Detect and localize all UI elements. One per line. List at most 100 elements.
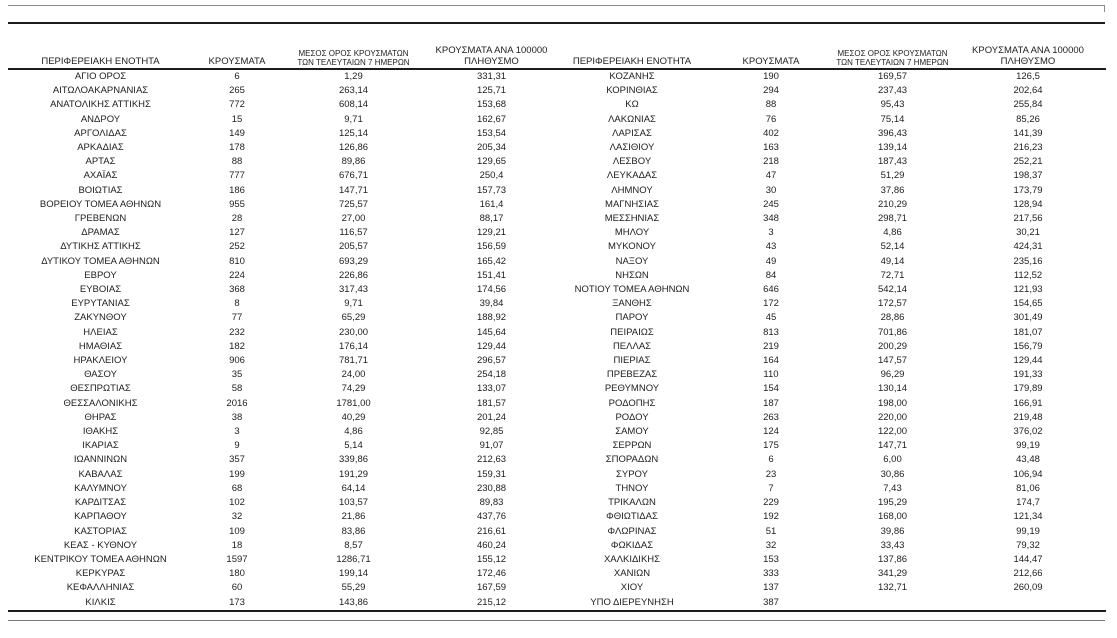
per100k-cell: 121,34 xyxy=(1013,511,1043,523)
table-row: ΡΟΔΟΠΗΣ 187 198,00 166,91 xyxy=(557,397,1106,411)
cases-cell: 173 xyxy=(229,596,245,608)
per100k-cell: 156,59 xyxy=(476,241,507,253)
table-row: ΦΩΚΙΔΑΣ 32 33,43 79,32 xyxy=(557,539,1106,553)
region-cell: ΒΟΡΕΙΟΥ ΤΟΜΕΑ ΑΘΗΝΩΝ xyxy=(39,198,162,210)
cases-cell: 30 xyxy=(765,184,777,196)
left-table-header: ΠΕΡΙΦΕΡΕΙΑΚΗ ΕΝΟΤΗΤΑ ΚΡΟΥΣΜΑΤΑ ΜΕΣΟΣ ΟΡΟ… xyxy=(8,24,557,70)
per100k-cell: 202,64 xyxy=(1013,85,1043,97)
cases-cell: 224 xyxy=(229,269,245,281)
region-cell: ΠΙΕΡΙΑΣ xyxy=(613,355,651,367)
region-cell: ΚΕΡΚΥΡΑΣ xyxy=(75,568,126,580)
table-row: ΑΝΔΡΟΥ 15 9,71 162,67 xyxy=(8,113,557,127)
per100k-cell: 133,07 xyxy=(476,383,507,395)
avg7-cell: 21,86 xyxy=(341,511,366,523)
table-row: ΗΛΕΙΑΣ 232 230,00 145,64 xyxy=(8,326,557,340)
table-row: ΠΑΡΟΥ 45 28,86 301,49 xyxy=(557,311,1106,325)
per100k-cell: 81,06 xyxy=(1016,482,1040,494)
region-cell: ΑΡΚΑΔΙΑΣ xyxy=(77,142,124,154)
avg7-cell: 132,71 xyxy=(877,582,908,594)
avg7-cell: 725,57 xyxy=(338,198,369,210)
avg7-cell: 75,14 xyxy=(880,113,905,125)
cases-cell: 333 xyxy=(763,568,779,580)
region-cell: ΚΟΡΙΝΘΙΑΣ xyxy=(606,85,658,97)
cases-cell: 192 xyxy=(763,511,779,523)
table-row: ΛΑΡΙΣΑΣ 402 396,43 141,39 xyxy=(557,127,1106,141)
table-row: ΑΡΚΑΔΙΑΣ 178 126,86 205,34 xyxy=(8,141,557,155)
region-cell: ΦΩΚΙΔΑΣ xyxy=(610,539,654,551)
region-cell: ΛΑΡΙΣΑΣ xyxy=(612,127,652,139)
cases-cell: 6 xyxy=(234,71,240,82)
region-cell: ΠΡΕΒΕΖΑΣ xyxy=(606,369,658,381)
avg7-cell: 96,29 xyxy=(880,369,905,381)
table-row: ΣΠΟΡΑΔΩΝ 6 6,00 43,48 xyxy=(557,453,1106,467)
cases-cell: 218 xyxy=(763,156,779,168)
header-cases-label: ΚΡΟΥΣΜΑΤΑ xyxy=(742,56,800,67)
per100k-cell: 129,65 xyxy=(476,156,507,168)
cases-cell: 154 xyxy=(763,383,779,395)
region-cell: ΚΙΛΚΙΣ xyxy=(85,596,116,608)
cases-cell: 777 xyxy=(229,170,245,182)
region-cell: ΧΑΝΙΩΝ xyxy=(613,568,651,580)
per100k-cell: 141,39 xyxy=(1013,127,1043,139)
avg7-cell: 122,00 xyxy=(877,426,908,438)
table-row: ΤΡΙΚΑΛΩΝ 229 195,29 174,7 xyxy=(557,496,1106,510)
avg7-cell: 49,14 xyxy=(880,255,905,267)
region-cell: ΚΑΛΥΜΝΟΥ xyxy=(74,482,127,494)
region-cell: ΓΡΕΒΕΝΩΝ xyxy=(74,213,127,225)
right-table-header: ΠΕΡΙΦΕΡΕΙΑΚΗ ΕΝΟΤΗΤΑ ΚΡΟΥΣΜΑΤΑ ΜΕΣΟΣ ΟΡΟ… xyxy=(557,24,1106,70)
per100k-cell: 79,32 xyxy=(1016,539,1040,551)
avg7-cell xyxy=(835,596,950,611)
cases-cell: 163 xyxy=(763,142,779,154)
cases-cell: 402 xyxy=(763,127,779,139)
header-avg7-line2: ΤΩΝ ΤΕΛΕΥΤΑΙΩΝ 7 ΗΜΕΡΩΝ xyxy=(297,58,410,67)
region-cell: ΑΡΤΑΣ xyxy=(85,156,116,168)
table-row: ΕΥΒΟΙΑΣ 368 317,43 174,56 xyxy=(8,283,557,297)
header-region: ΠΕΡΙΦΕΡΕΙΑΚΗ ΕΝΟΤΗΤΑ xyxy=(557,24,707,70)
avg7-cell: 30,86 xyxy=(880,468,905,480)
per100k-cell: 128,94 xyxy=(1013,198,1043,210)
per100k-cell: 161,4 xyxy=(479,198,504,210)
region-cell: ΑΝΔΡΟΥ xyxy=(80,113,121,125)
cases-cell: 187 xyxy=(763,397,779,409)
table-row: ΘΕΣΣΑΛΟΝΙΚΗΣ 2016 1781,00 181,57 xyxy=(8,397,557,411)
table-row: ΑΓΙΟ ΟΡΟΣ 6 1,29 331,31 xyxy=(8,69,557,84)
cases-cell: 387 xyxy=(763,596,779,608)
per100k-cell: 181,57 xyxy=(476,397,507,409)
per100k-cell: 153,54 xyxy=(476,127,507,139)
header-per100k: ΚΡΟΥΣΜΑΤΑ ΑΝΑ 100000 ΠΛΗΘΥΣΜΟ xyxy=(950,24,1106,70)
region-cell: ΠΕΛΛΑΣ xyxy=(612,340,652,352)
avg7-cell: 4,86 xyxy=(344,426,363,438)
region-cell: ΘΑΣΟΥ xyxy=(84,369,117,381)
region-cell: ΝΟΤΙΟΥ ΤΟΜΕΑ ΑΘΗΝΩΝ xyxy=(574,284,690,296)
per100k-cell: 331,31 xyxy=(476,71,507,82)
avg7-cell: 263,14 xyxy=(338,85,369,97)
region-cell: ΡΟΔΟΥ xyxy=(615,411,649,423)
avg7-cell: 33,43 xyxy=(880,539,905,551)
per100k-cell: 126,5 xyxy=(1016,71,1040,82)
table-row: ΧΑΛΚΙΔΙΚΗΣ 153 137,86 144,47 xyxy=(557,553,1106,567)
table-row: ΖΑΚΥΝΘΟΥ 77 65,29 188,92 xyxy=(8,311,557,325)
avg7-cell: 1286,71 xyxy=(336,553,371,565)
avg7-cell: 52,14 xyxy=(880,241,905,253)
table-row: ΘΕΣΠΡΩΤΙΑΣ 58 74,29 133,07 xyxy=(8,382,557,396)
avg7-cell: 55,29 xyxy=(341,582,366,594)
avg7-cell: 1,29 xyxy=(344,71,363,82)
avg7-cell: 130,14 xyxy=(877,383,908,395)
cases-cell: 368 xyxy=(229,284,245,296)
left-cases-table: ΠΕΡΙΦΕΡΕΙΑΚΗ ΕΝΟΤΗΤΑ ΚΡΟΥΣΜΑΤΑ ΜΕΣΟΣ ΟΡΟ… xyxy=(8,24,557,612)
region-cell: ΛΑΣΙΘΙΟΥ xyxy=(609,142,655,154)
cases-cell: 51 xyxy=(765,525,777,537)
cases-cell: 164 xyxy=(763,355,779,367)
avg7-cell: 542,14 xyxy=(877,284,908,296)
cases-cell: 813 xyxy=(763,326,779,338)
cases-cell: 178 xyxy=(229,142,245,154)
table-row: ΙΩΑΝΝΙΝΩΝ 357 339,86 212,63 xyxy=(8,453,557,467)
per100k-cell: 198,37 xyxy=(1013,170,1043,182)
region-cell: ΕΥΒΟΙΑΣ xyxy=(79,284,122,296)
region-cell: ΚΕΑΣ - ΚΥΘΝΟΥ xyxy=(63,539,138,551)
region-cell: ΡΟΔΟΠΗΣ xyxy=(608,397,656,409)
avg7-cell: 298,71 xyxy=(877,213,908,225)
table-row: ΗΡΑΚΛΕΙΟΥ 906 781,71 296,57 xyxy=(8,354,557,368)
avg7-cell: 24,00 xyxy=(341,369,366,381)
table-row: ΧΑΝΙΩΝ 333 341,29 212,66 xyxy=(557,567,1106,581)
